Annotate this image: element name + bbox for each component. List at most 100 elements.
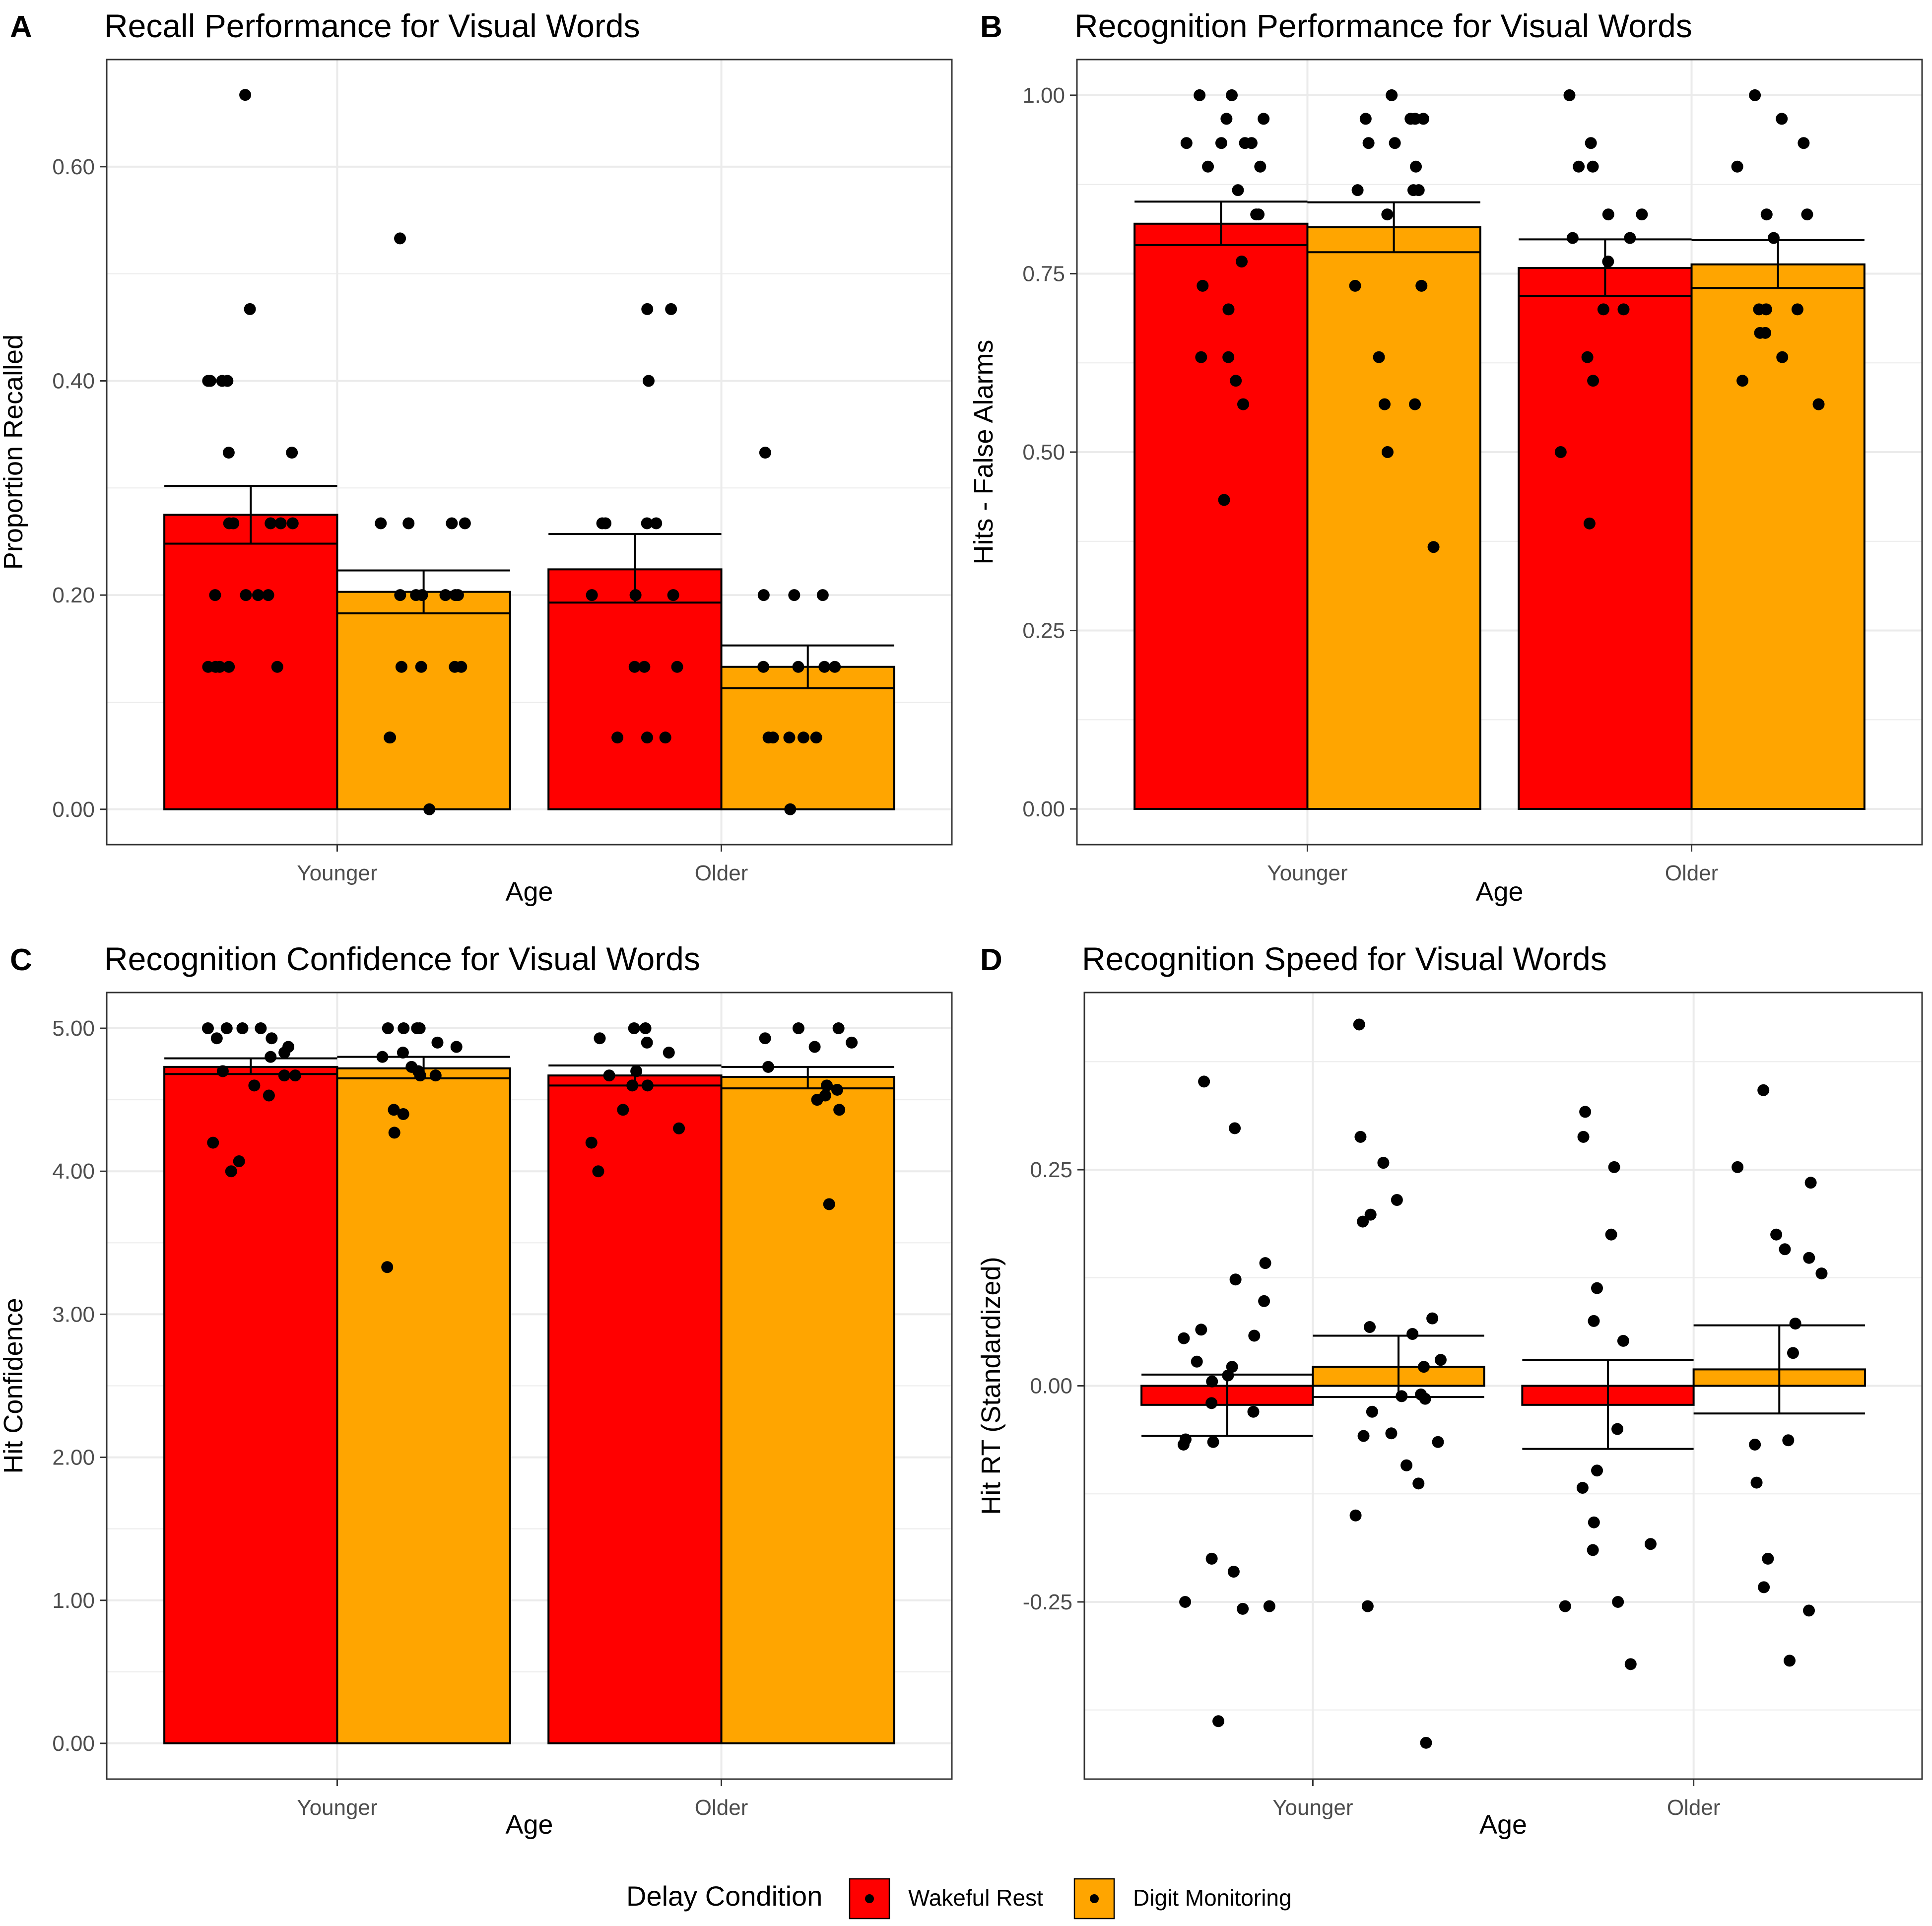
y-axis-title: Proportion Recalled (0, 334, 28, 570)
data-point (641, 1079, 654, 1092)
data-point (1205, 1552, 1218, 1565)
data-point (271, 661, 283, 673)
data-point (1349, 1509, 1362, 1522)
x-tick-label: Younger (297, 861, 377, 885)
data-point (1757, 1084, 1770, 1096)
data-point (431, 1036, 444, 1049)
data-point (1767, 232, 1780, 244)
x-tick-label: Younger (297, 1795, 377, 1820)
data-point (394, 232, 406, 245)
data-point (375, 517, 387, 530)
data-point (289, 1069, 301, 1082)
data-point (1245, 137, 1258, 149)
data-point (818, 661, 831, 673)
data-point (394, 589, 406, 601)
data-point (1404, 113, 1417, 125)
error-bar (721, 644, 894, 689)
data-point (1787, 1347, 1799, 1359)
data-point (816, 589, 829, 601)
data-point (1583, 517, 1596, 530)
y-tick-label: 0.50 (1022, 440, 1065, 465)
data-point (628, 1022, 640, 1035)
error-bar (164, 484, 337, 545)
data-point (671, 661, 683, 673)
y-tick-label: 2.00 (52, 1446, 95, 1470)
data-point (1791, 303, 1803, 316)
data-point (1412, 184, 1425, 197)
data-point (1427, 541, 1440, 553)
data-point (1573, 160, 1585, 173)
data-point (1389, 137, 1401, 149)
data-point (808, 1041, 821, 1053)
data-point (641, 303, 654, 315)
data-point (1776, 113, 1788, 125)
data-point (1605, 1228, 1617, 1241)
data-point (1597, 303, 1609, 316)
data-point (1235, 256, 1248, 268)
data-point (783, 731, 796, 744)
data-point (1611, 1423, 1624, 1435)
y-axis-title: Hit RT (Standardized) (976, 1257, 1006, 1515)
legend-point-icon (865, 1894, 874, 1903)
data-point (594, 1032, 606, 1045)
data-point (1602, 208, 1614, 221)
data-point (1220, 113, 1233, 125)
data-point (1410, 160, 1422, 173)
data-point (244, 303, 256, 315)
data-point (1179, 1595, 1192, 1608)
data-point (628, 661, 641, 673)
data-point (1259, 1257, 1271, 1269)
panel-title: Recognition Performance for Visual Words (1074, 7, 1692, 44)
data-point (641, 517, 653, 530)
data-point (1784, 1655, 1796, 1667)
data-point (1385, 1427, 1398, 1440)
data-point (274, 517, 287, 530)
data-point (278, 1069, 290, 1082)
data-point (415, 661, 427, 673)
data-point (265, 517, 277, 530)
data-point (1419, 1393, 1431, 1405)
panel-label: B (980, 10, 1002, 44)
data-point (1177, 1438, 1190, 1451)
data-point (233, 1155, 245, 1168)
data-point (1357, 1430, 1370, 1442)
legend-title: Delay Condition (626, 1880, 822, 1912)
data-point (255, 1022, 267, 1035)
data-point (1364, 1321, 1376, 1333)
data-point (1391, 1194, 1403, 1206)
data-point (213, 661, 226, 673)
data-point (240, 589, 252, 601)
data-point (1617, 303, 1630, 316)
data-point (1222, 1369, 1234, 1382)
data-point (1198, 1075, 1210, 1088)
panel-title: Recognition Speed for Visual Words (1082, 940, 1607, 977)
data-point (1206, 1375, 1218, 1388)
data-point (1798, 137, 1810, 149)
data-point (1412, 1477, 1425, 1490)
data-point (1732, 1161, 1744, 1173)
error-bar (164, 1057, 337, 1075)
data-point (1644, 1538, 1657, 1550)
data-point (266, 1032, 278, 1045)
data-point (423, 803, 436, 815)
data-point (1418, 1361, 1430, 1373)
data-point (1232, 184, 1244, 197)
data-point (455, 661, 467, 673)
y-tick-label: 0.25 (1030, 1158, 1072, 1182)
bar (163, 1065, 338, 1744)
data-point (222, 447, 235, 459)
data-point (381, 1261, 394, 1273)
data-point (1588, 1516, 1600, 1528)
panel-b: B Recognition Performance for Visual Word… (969, 7, 1923, 907)
data-point (202, 661, 214, 673)
data-point (236, 1022, 249, 1035)
data-point (1247, 1405, 1260, 1418)
x-axis-title: Age (1475, 877, 1523, 907)
data-point (1803, 1252, 1815, 1264)
data-point (1770, 1228, 1783, 1241)
data-point (630, 1065, 643, 1077)
panel-label: D (980, 943, 1002, 977)
data-point (1263, 1600, 1275, 1612)
data-point (596, 517, 608, 530)
y-tick-label: 0.25 (1022, 619, 1065, 643)
